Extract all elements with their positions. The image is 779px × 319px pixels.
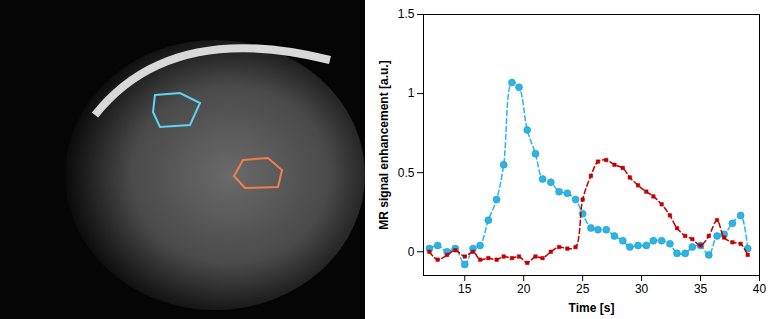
svg-text:Time [s]: Time [s] xyxy=(569,301,615,315)
svg-text:1.5: 1.5 xyxy=(398,7,415,21)
svg-text:25: 25 xyxy=(576,282,590,296)
svg-text:30: 30 xyxy=(635,282,649,296)
svg-text:MR signal enhancement [a.u.]: MR signal enhancement [a.u.] xyxy=(377,60,391,229)
svg-text:35: 35 xyxy=(694,282,708,296)
svg-text:0: 0 xyxy=(408,245,415,259)
svg-text:1: 1 xyxy=(408,86,415,100)
svg-text:15: 15 xyxy=(458,282,472,296)
svg-text:40: 40 xyxy=(753,282,767,296)
svg-text:20: 20 xyxy=(517,282,531,296)
svg-text:0.5: 0.5 xyxy=(398,166,415,180)
